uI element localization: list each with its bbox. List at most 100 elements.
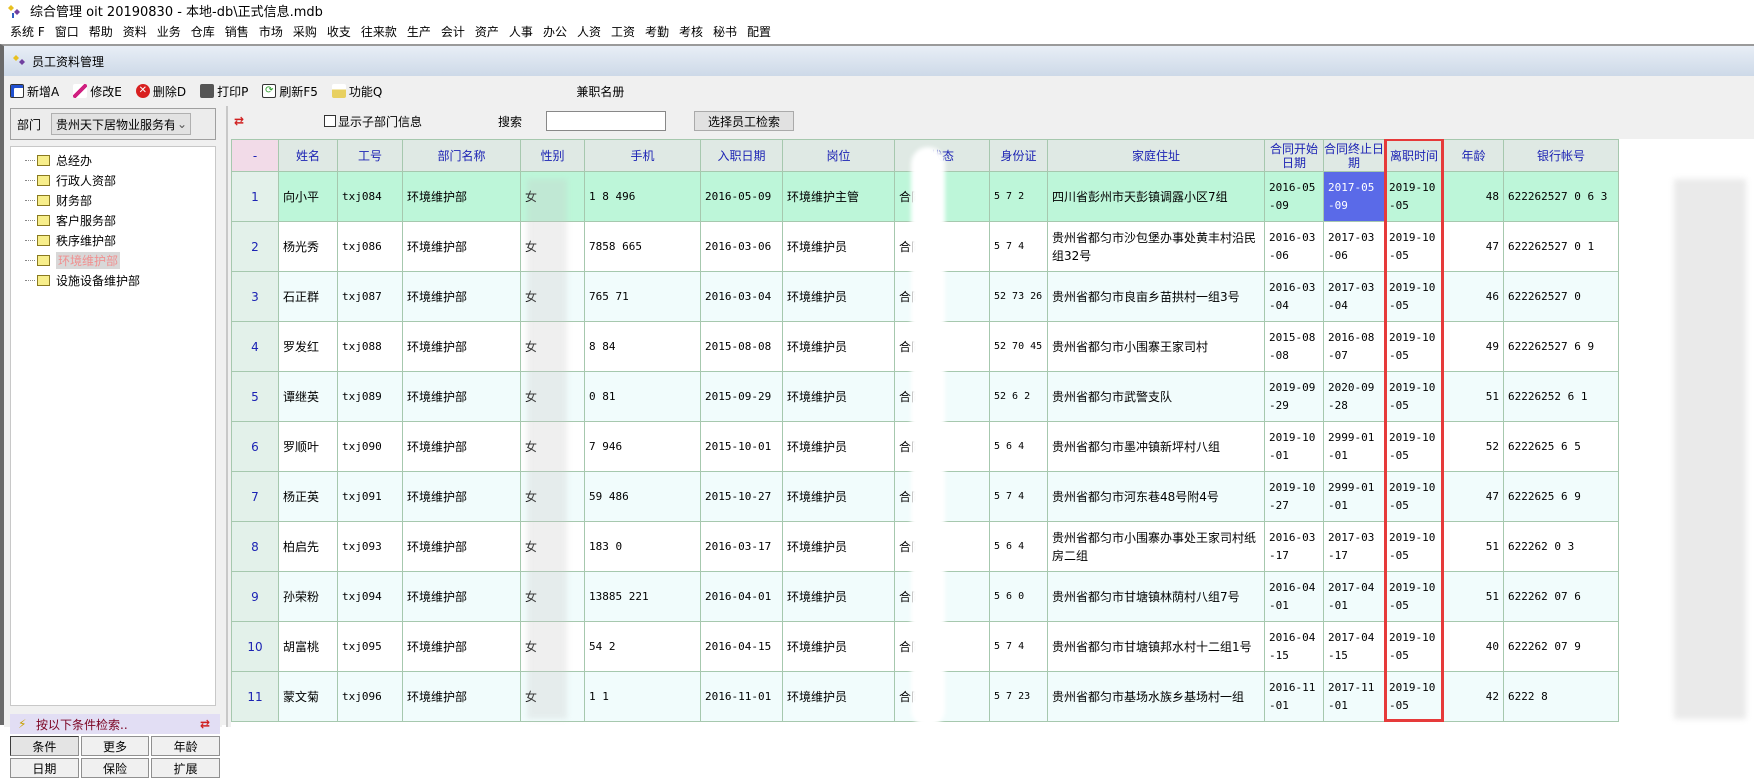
table-cell[interactable]: 5 6 4 (989, 421, 1048, 472)
edit-button[interactable]: 修改E (73, 83, 122, 100)
table-cell[interactable]: 5 6 0 (989, 571, 1048, 622)
column-header[interactable]: 性别 (520, 139, 585, 172)
table-cell[interactable]: 3 (231, 271, 279, 322)
table-cell[interactable]: 女 (520, 471, 585, 522)
search-input[interactable] (546, 111, 666, 131)
department-select[interactable]: 贵州天下居物业服务有 ⌄ (51, 113, 192, 135)
table-cell[interactable]: txj084 (337, 171, 403, 222)
table-cell[interactable]: 5 7 4 (989, 471, 1048, 522)
table-cell[interactable]: txj089 (337, 371, 403, 422)
table-cell[interactable]: 8 (231, 521, 279, 572)
table-cell[interactable]: 贵州省都匀市基场水族乡基场村一组 (1047, 671, 1265, 722)
table-cell[interactable]: 622262 07 9 (1503, 621, 1619, 672)
table-cell[interactable]: txj096 (337, 671, 403, 722)
tree-item[interactable]: 财务部 (25, 191, 92, 209)
print-button[interactable]: 打印P (200, 83, 248, 100)
table-cell[interactable]: 女 (520, 371, 585, 422)
table-cell[interactable]: 2016-03-17 (700, 521, 783, 572)
filter-tab-extend[interactable]: 扩展 (151, 758, 221, 778)
table-cell[interactable]: 环境维护部 (402, 421, 521, 472)
table-cell[interactable]: 2019-10-05 (1384, 321, 1444, 372)
table-cell[interactable]: 2015-09-29 (700, 371, 783, 422)
table-cell[interactable]: 8 84 (584, 321, 701, 372)
table-cell[interactable]: 四川省彭州市天彭镇调露小区7组 (1047, 171, 1265, 222)
tree-item[interactable]: 设施设备维护部 (25, 271, 140, 289)
table-cell[interactable]: 2015-08-08 (1264, 321, 1324, 372)
column-header[interactable]: 合同终止日期 (1323, 139, 1385, 172)
table-cell[interactable]: 2016-04-15 (700, 621, 783, 672)
table-cell[interactable]: 4 (231, 321, 279, 372)
menu-item[interactable]: 生产 (406, 24, 431, 39)
table-cell[interactable]: 女 (520, 671, 585, 722)
table-cell[interactable]: 2019-10-05 (1384, 671, 1444, 722)
table-cell[interactable]: 2019-09-29 (1264, 371, 1324, 422)
function-button[interactable]: 功能Q (331, 83, 382, 100)
table-cell[interactable]: 蒙文菊 (278, 671, 338, 722)
menu-item[interactable]: 配置 (747, 24, 772, 39)
table-cell[interactable]: 2019-10-05 (1384, 571, 1444, 622)
column-header[interactable]: 工号 (337, 139, 403, 172)
table-cell[interactable]: 622262527 0 6 3 (1503, 171, 1619, 222)
menu-item[interactable]: 销售 (224, 24, 249, 39)
table-cell[interactable]: 环境维护员 (782, 321, 895, 372)
menu-item[interactable]: 资料 (122, 24, 147, 39)
menu-item[interactable]: 市场 (258, 24, 283, 39)
table-cell[interactable]: 2016-04-15 (1264, 621, 1324, 672)
table-cell[interactable]: 环境维护员 (782, 271, 895, 322)
table-cell[interactable]: 环境维护员 (782, 671, 895, 722)
table-cell[interactable]: 环境维护部 (402, 271, 521, 322)
table-cell[interactable]: 622262527 0 1 (1503, 221, 1619, 272)
table-cell[interactable]: 11 (231, 671, 279, 722)
table-cell[interactable]: txj088 (337, 321, 403, 372)
column-header[interactable]: - (231, 139, 279, 172)
table-cell[interactable]: 7 946 (584, 421, 701, 472)
table-cell[interactable]: 7858 665 (584, 221, 701, 272)
table-cell[interactable]: 谭继英 (278, 371, 338, 422)
filter-tab-insurance[interactable]: 保险 (80, 758, 150, 778)
table-cell[interactable]: 6222625 6 5 (1503, 421, 1619, 472)
column-header[interactable]: 入职日期 (700, 139, 783, 172)
add-button[interactable]: 新增A (10, 83, 59, 100)
filter-tab-more[interactable]: 更多 (80, 736, 150, 756)
table-cell[interactable]: 女 (520, 421, 585, 472)
table-cell[interactable]: 6222 8 (1503, 671, 1619, 722)
table-cell[interactable]: 2020-09-28 (1323, 371, 1385, 422)
column-header[interactable]: 身份证 (989, 139, 1048, 172)
swap-icon[interactable]: ⇄ (234, 114, 245, 128)
table-cell[interactable]: 环境维护部 (402, 521, 521, 572)
column-header[interactable]: 家庭住址 (1047, 139, 1265, 172)
table-cell[interactable]: 2016-04-01 (700, 571, 783, 622)
table-cell[interactable]: 7 (231, 471, 279, 522)
table-cell[interactable]: txj090 (337, 421, 403, 472)
table-cell[interactable]: 622262527 0 (1503, 271, 1619, 322)
table-cell[interactable]: txj094 (337, 571, 403, 622)
table-cell[interactable]: 52 73 26 (989, 271, 1048, 322)
table-cell[interactable]: 2016-04-01 (1264, 571, 1324, 622)
table-cell[interactable]: 2019-10-05 (1384, 371, 1444, 422)
table-cell[interactable]: 40 (1443, 621, 1504, 672)
menu-item[interactable]: 仓库 (190, 24, 215, 39)
menu-item[interactable]: 人事 (508, 24, 533, 39)
table-cell[interactable]: 罗顺叶 (278, 421, 338, 472)
filter-tab-age[interactable]: 年龄 (151, 736, 221, 756)
tree-item[interactable]: 客户服务部 (25, 211, 116, 229)
show-subdept-checkbox[interactable]: 显示子部门信息 (324, 113, 422, 130)
tree-item[interactable]: 秩序维护部 (25, 231, 116, 249)
table-cell[interactable]: 6222625 6 9 (1503, 471, 1619, 522)
table-cell[interactable]: 52 70 45 (989, 321, 1048, 372)
table-cell[interactable]: 1 8 496 (584, 171, 701, 222)
table-cell[interactable]: 贵州省都匀市墨冲镇新坪村八组 (1047, 421, 1265, 472)
table-cell[interactable]: 2999-01-01 (1323, 421, 1385, 472)
table-cell[interactable]: 2019-10-05 (1384, 621, 1444, 672)
table-cell[interactable]: 2016-11-01 (700, 671, 783, 722)
table-cell[interactable]: 2017-05-09 (1323, 171, 1385, 222)
table-cell[interactable]: 2016-11-01 (1264, 671, 1324, 722)
table-cell[interactable]: txj095 (337, 621, 403, 672)
table-cell[interactable]: 2016-03-04 (1264, 271, 1324, 322)
table-cell[interactable]: 杨光秀 (278, 221, 338, 272)
table-cell[interactable]: 贵州省都匀市小围寨王家司村 (1047, 321, 1265, 372)
table-cell[interactable]: 2016-03-17 (1264, 521, 1324, 572)
